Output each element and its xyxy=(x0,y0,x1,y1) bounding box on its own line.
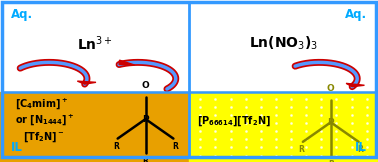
Polygon shape xyxy=(119,60,135,65)
Text: $\mathbf{[Tf_2N]^-}$: $\mathbf{[Tf_2N]^-}$ xyxy=(23,131,64,145)
Text: R: R xyxy=(143,157,149,162)
Text: $\mathbf{[P_{66614}][Tf_2N]}$: $\mathbf{[P_{66614}][Tf_2N]}$ xyxy=(197,115,271,128)
Polygon shape xyxy=(346,83,364,87)
Bar xyxy=(0,0,189,92)
Text: P: P xyxy=(142,115,149,124)
Text: R: R xyxy=(298,145,304,154)
Text: Ln(NO$_3$)$_3$: Ln(NO$_3$)$_3$ xyxy=(249,35,318,52)
Bar xyxy=(0,92,189,162)
Text: $\mathbf{or\ [N_{1444}]^+}$: $\mathbf{or\ [N_{1444}]^+}$ xyxy=(15,113,74,127)
Text: Aq.: Aq. xyxy=(11,8,34,21)
Text: $\mathbf{[C_4mim]^+}$: $\mathbf{[C_4mim]^+}$ xyxy=(15,96,68,111)
Text: R: R xyxy=(358,145,363,154)
Text: IL: IL xyxy=(355,141,367,154)
Text: R: R xyxy=(172,142,178,151)
Text: R: R xyxy=(328,160,334,162)
Text: P: P xyxy=(327,118,334,127)
Text: O: O xyxy=(327,84,335,93)
Text: IL: IL xyxy=(11,141,23,154)
Polygon shape xyxy=(77,81,96,84)
Bar xyxy=(189,0,378,92)
Text: Ln$^{3+}$: Ln$^{3+}$ xyxy=(76,35,113,53)
Text: Aq.: Aq. xyxy=(344,8,367,21)
Text: R: R xyxy=(113,142,119,151)
Bar xyxy=(189,92,378,162)
Text: O: O xyxy=(142,81,149,90)
